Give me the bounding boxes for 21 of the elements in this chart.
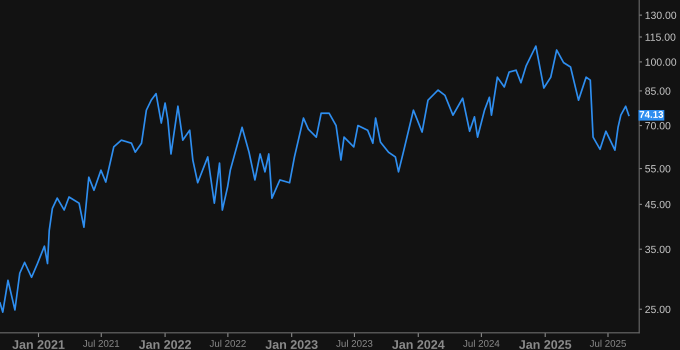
x-tick-label: Jul 2022: [210, 340, 246, 347]
y-tick-label: 130.00: [646, 12, 676, 19]
y-tick-label: 25.00: [645, 306, 670, 314]
x-tick-label: Jan 2022: [138, 340, 191, 349]
x-tick-label: Jan 2023: [265, 340, 318, 349]
y-tick-label: 85.00: [645, 87, 670, 95]
x-tick-label: Jul 2024: [463, 340, 500, 347]
annotation: 74.13: [640, 111, 664, 118]
x-tick-label: Jan 2024: [392, 340, 445, 349]
x-tick-label: Jan 2021: [12, 340, 65, 349]
y-tick-label: 55.00: [645, 165, 670, 172]
y-tick-label: 100.00: [646, 58, 676, 66]
line-series: [0, 45, 630, 313]
x-tick-label: Jul 2025: [590, 340, 626, 347]
x-tick-label: Jan 2025: [518, 340, 572, 349]
y-tick-label: 70.00: [645, 122, 670, 130]
y-tick-label: 45.00: [644, 200, 670, 208]
y-tick-label: 115.00: [646, 33, 676, 41]
x-tick-label: Jul 2021: [83, 340, 120, 347]
x-tick-label: Jul 2023: [336, 340, 372, 347]
y-tick-label: 35.00: [645, 246, 670, 254]
